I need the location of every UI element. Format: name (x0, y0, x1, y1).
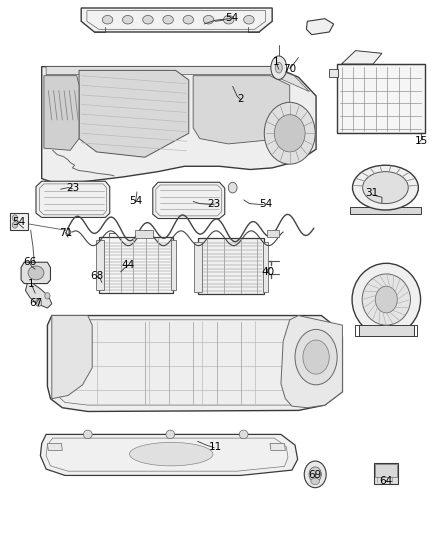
Ellipse shape (122, 15, 133, 24)
Ellipse shape (12, 215, 18, 221)
Text: 54: 54 (12, 217, 25, 227)
Polygon shape (25, 284, 52, 308)
Text: 2: 2 (237, 94, 244, 103)
Polygon shape (269, 443, 285, 450)
Bar (358, 325, 413, 336)
Text: 54: 54 (129, 197, 142, 206)
Bar (10, 213, 28, 230)
Text: 66: 66 (23, 257, 36, 267)
Text: 1: 1 (272, 58, 279, 67)
Polygon shape (47, 443, 62, 450)
Bar (194, 242, 201, 292)
Polygon shape (47, 316, 342, 411)
Ellipse shape (374, 286, 396, 313)
Ellipse shape (275, 62, 282, 73)
Text: 70: 70 (283, 64, 296, 74)
Ellipse shape (274, 115, 304, 152)
Bar (135, 230, 152, 238)
Ellipse shape (308, 467, 321, 482)
Ellipse shape (45, 293, 50, 299)
Text: 64: 64 (378, 476, 391, 486)
Text: 44: 44 (121, 260, 134, 270)
Ellipse shape (352, 165, 417, 210)
Bar (266, 230, 279, 237)
Polygon shape (336, 64, 424, 133)
Polygon shape (81, 8, 272, 32)
Polygon shape (152, 182, 224, 219)
Ellipse shape (28, 266, 44, 280)
Ellipse shape (12, 222, 18, 228)
Ellipse shape (228, 182, 237, 193)
Text: 31: 31 (365, 189, 378, 198)
Polygon shape (306, 19, 333, 35)
Ellipse shape (129, 442, 212, 466)
Ellipse shape (166, 430, 174, 439)
Ellipse shape (361, 274, 410, 325)
Bar (99, 237, 173, 293)
Ellipse shape (203, 15, 213, 24)
Text: 11: 11 (208, 442, 221, 451)
Ellipse shape (102, 15, 113, 24)
Polygon shape (40, 434, 297, 475)
Ellipse shape (142, 15, 153, 24)
Ellipse shape (302, 340, 328, 374)
Polygon shape (79, 70, 188, 157)
Text: 1: 1 (28, 279, 35, 288)
Ellipse shape (162, 15, 173, 24)
Text: 71: 71 (59, 228, 72, 238)
Polygon shape (193, 76, 289, 144)
Text: 40: 40 (261, 267, 274, 277)
Polygon shape (21, 262, 50, 284)
Polygon shape (350, 207, 420, 214)
Ellipse shape (351, 263, 420, 336)
Bar (374, 464, 396, 477)
Ellipse shape (83, 430, 92, 439)
Ellipse shape (304, 461, 325, 488)
Polygon shape (44, 76, 79, 150)
Polygon shape (341, 51, 381, 64)
Text: 23: 23 (207, 199, 220, 208)
Text: 69: 69 (308, 471, 321, 480)
Polygon shape (42, 67, 315, 184)
Bar (95, 240, 103, 290)
Text: 54: 54 (258, 199, 272, 208)
Bar (171, 240, 176, 290)
Ellipse shape (264, 102, 314, 164)
Polygon shape (36, 181, 110, 217)
Text: 68: 68 (90, 271, 103, 280)
Bar (197, 238, 264, 294)
Ellipse shape (310, 478, 319, 484)
Polygon shape (46, 67, 309, 92)
Ellipse shape (362, 172, 407, 204)
Polygon shape (52, 316, 92, 399)
Ellipse shape (294, 329, 336, 385)
Text: 23: 23 (66, 183, 79, 192)
Ellipse shape (35, 299, 42, 306)
Ellipse shape (243, 15, 254, 24)
Ellipse shape (183, 15, 193, 24)
Bar (373, 463, 397, 484)
Ellipse shape (239, 430, 247, 439)
Ellipse shape (270, 56, 286, 79)
Text: 15: 15 (414, 136, 427, 146)
Polygon shape (280, 316, 342, 408)
Text: 67: 67 (29, 298, 42, 308)
Ellipse shape (223, 15, 233, 24)
Polygon shape (328, 69, 337, 77)
Bar (263, 242, 267, 292)
Text: 54: 54 (225, 13, 238, 22)
